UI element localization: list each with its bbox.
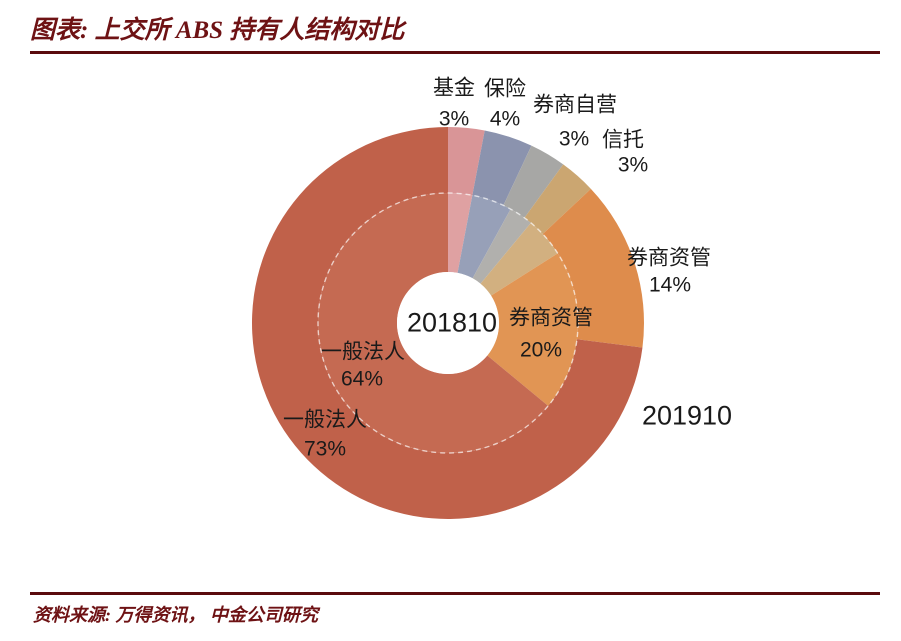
chart-label-7: 3% — [618, 153, 648, 176]
ring-divider-circle — [317, 192, 579, 454]
donut-hole — [397, 272, 499, 374]
chart-label-3: 4% — [490, 107, 520, 130]
outer-ring-201910-segment-券商资管 — [542, 188, 644, 348]
inner-ring-201810-segment-保险 — [457, 195, 511, 279]
chart-label-17: 201910 — [642, 400, 732, 430]
chart-label-11: 20% — [520, 338, 562, 361]
chart-label-2: 保险 — [484, 77, 526, 100]
chart-label-15: 一般法人 — [283, 408, 367, 431]
outer-ring-201910-segment-券商自营 — [503, 145, 564, 218]
chart-label-13: 一般法人 — [321, 340, 405, 363]
inner-ring-201810-segment-基金 — [448, 193, 473, 273]
chart-label-6: 信托 — [602, 128, 644, 151]
inner-ring-201810-segment-券商自营 — [472, 209, 531, 284]
source-divider-line — [30, 592, 880, 595]
chart-label-16: 73% — [304, 437, 346, 460]
outer-ring-201910-segment-一般法人 — [251, 127, 643, 519]
chart-label-8: 券商资管 — [627, 246, 711, 269]
inner-ring-201810-segment-券商资管 — [487, 253, 579, 406]
chart-label-10: 券商资管 — [509, 306, 593, 329]
inner-ring-201810-segment-信托 — [480, 222, 558, 296]
chart-label-12: 201810 — [407, 307, 497, 337]
chart-label-4: 券商自营 — [533, 93, 617, 116]
figure-title: 图表: 上交所 ABS 持有人结构对比 — [30, 17, 405, 44]
chart-label-0: 基金 — [433, 76, 475, 99]
title-divider-line — [30, 51, 880, 54]
chart-label-1: 3% — [439, 107, 469, 130]
chart-label-14: 64% — [341, 367, 383, 390]
outer-ring-201910-segment-保险 — [472, 130, 532, 206]
chart-label-9: 14% — [649, 273, 691, 296]
outer-ring-201910-segment-基金 — [448, 127, 485, 196]
chart-label-5: 3% — [559, 127, 589, 150]
source-note: 资料来源: 万得资讯， 中金公司研究 — [33, 605, 318, 625]
outer-ring-201910-segment-信托 — [524, 164, 591, 235]
inner-ring-201810-segment-一般法人 — [318, 193, 549, 453]
